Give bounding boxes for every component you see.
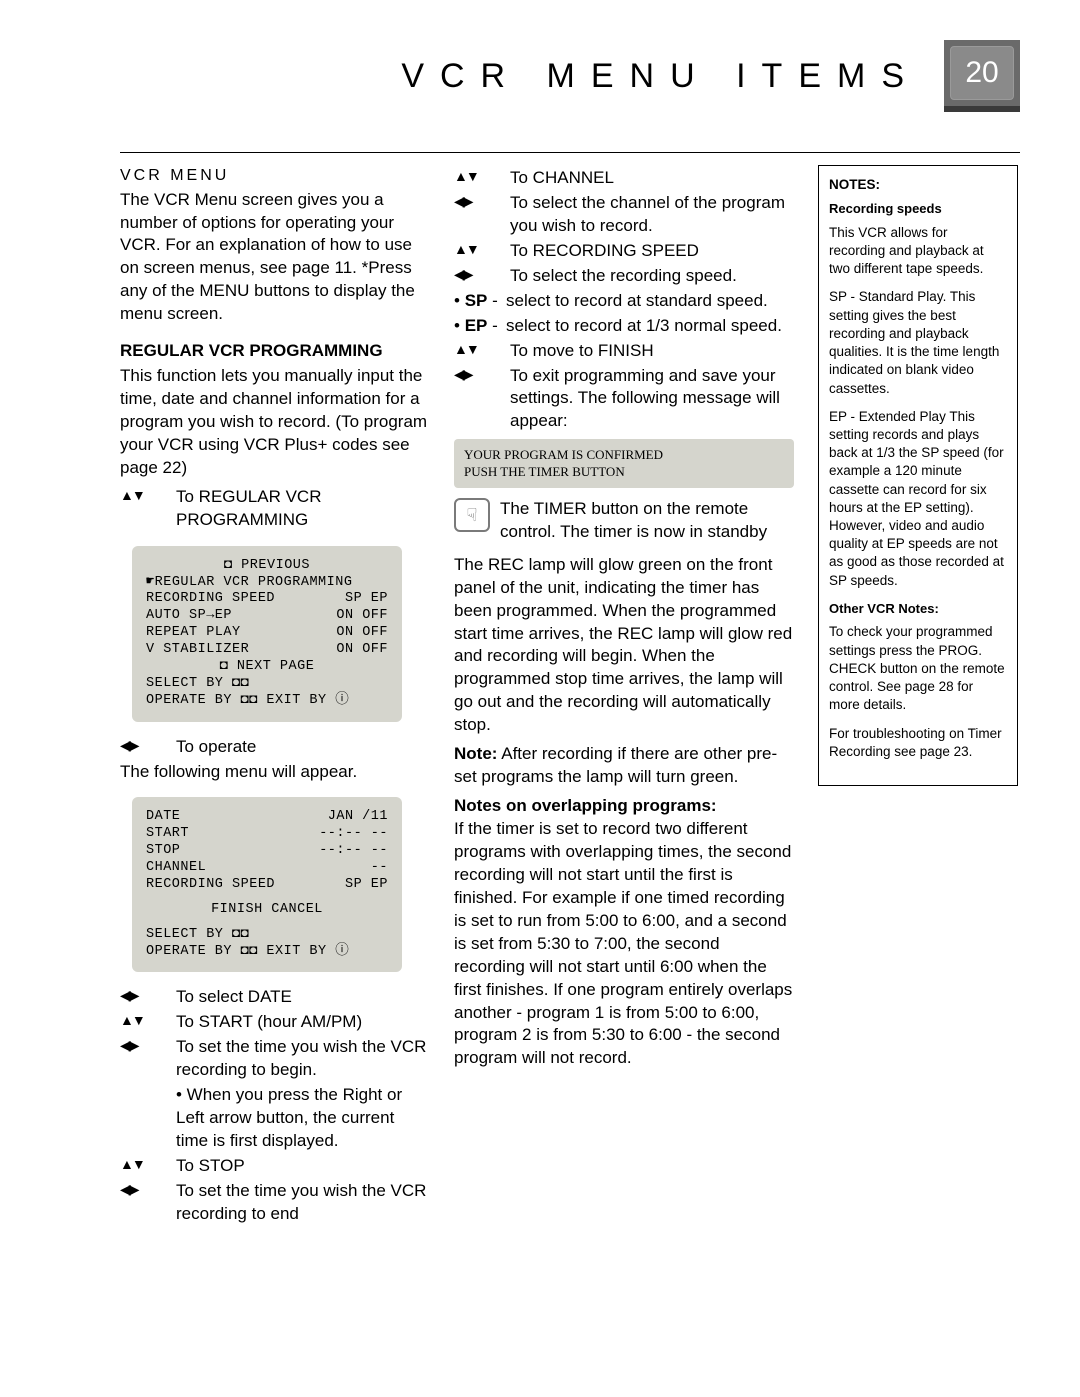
notes-title: NOTES: xyxy=(829,176,1007,194)
step: ◀▶To exit programming and save your sett… xyxy=(454,365,794,434)
osd-line: AUTO SP→EPON OFF xyxy=(146,608,388,625)
content-columns: VCR MENU The VCR Menu screen gives you a… xyxy=(120,165,1020,1228)
step: ▲▼To RECORDING SPEED xyxy=(454,240,794,263)
arrows-updown-icon: ▲▼ xyxy=(120,486,166,532)
osd-line: START--:-- -- xyxy=(146,826,388,843)
step-regular: ▲▼ To REGULAR VCR PROGRAMMING xyxy=(120,486,430,532)
step: ◀▶To select the channel of the program y… xyxy=(454,192,794,238)
arrows-updown-icon: ▲▼ xyxy=(454,240,500,263)
osd-previous: ◘ PREVIOUS xyxy=(146,558,388,575)
arrows-leftright-icon: ◀▶ xyxy=(120,986,166,1009)
arrows-leftright-icon: ◀▶ xyxy=(454,192,500,238)
step: ◀▶To select the recording speed. xyxy=(454,265,794,288)
arrows-leftright-icon: ◀▶ xyxy=(454,265,500,288)
osd-screen-program: DATEJAN /11 START--:-- -- STOP--:-- -- C… xyxy=(132,797,402,972)
step-text: To operate xyxy=(176,736,430,759)
middle-column: ▲▼To CHANNEL ◀▶To select the channel of … xyxy=(454,165,794,1228)
osd-next: ◘ NEXT PAGE xyxy=(146,659,388,676)
step: ◀▶To set the time you wish the VCR recor… xyxy=(120,1036,430,1082)
step-ep: • EP -select to record at 1/3 normal spe… xyxy=(454,315,794,338)
osd-operate: OPERATE BY ◘◘ EXIT BY ⓘ xyxy=(146,693,388,710)
arrows-leftright-icon: ◀▶ xyxy=(120,1036,166,1082)
timer-callout: ☟ The TIMER button on the remote control… xyxy=(454,498,794,544)
osd-line: STOP--:-- -- xyxy=(146,843,388,860)
step-text: To REGULAR VCR PROGRAMMING xyxy=(176,486,430,532)
notes-para: This VCR allows for recording and playba… xyxy=(829,224,1007,279)
para-rec-lamp: The REC lamp will glow green on the fron… xyxy=(454,554,794,738)
step-sub: • When you press the Right or Left arrow… xyxy=(120,1084,430,1153)
right-column: NOTES: Recording speeds This VCR allows … xyxy=(818,165,1018,1228)
confirm-line1: YOUR PROGRAM IS CONFIRMED xyxy=(464,447,784,463)
para-overlap: If the timer is set to record two differ… xyxy=(454,818,794,1070)
page-number: 20 xyxy=(965,56,998,90)
osd-line: RECORDING SPEEDSP EP xyxy=(146,877,388,894)
osd-line: REPEAT PLAYON OFF xyxy=(146,625,388,642)
arrows-leftright-icon: ◀▶ xyxy=(120,1180,166,1226)
para-regular: This function lets you manually input th… xyxy=(120,365,430,480)
osd-line: V STABILIZERON OFF xyxy=(146,642,388,659)
page-number-badge: 20 xyxy=(944,40,1020,112)
timer-text: The TIMER button on the remote control. … xyxy=(500,498,794,544)
osd-operate: OPERATE BY ◘◘ EXIT BY ⓘ xyxy=(146,944,388,961)
header: VCR MENU ITEMS 20 xyxy=(120,40,1020,112)
para-note: Note: After recording if there are other… xyxy=(454,743,794,789)
para-vcr-menu: The VCR Menu screen gives you a number o… xyxy=(120,189,430,327)
arrows-updown-icon: ▲▼ xyxy=(120,1011,166,1034)
step: ▲▼To START (hour AM/PM) xyxy=(120,1011,430,1034)
osd-finish: FINISH CANCEL xyxy=(146,902,388,919)
left-column: VCR MENU The VCR Menu screen gives you a… xyxy=(120,165,430,1228)
osd-select: SELECT BY ◘◘ xyxy=(146,676,388,693)
step-sp: • SP -select to record at standard speed… xyxy=(454,290,794,313)
heading-vcr-menu: VCR MENU xyxy=(120,165,430,187)
divider xyxy=(120,152,1020,153)
heading-overlap: Notes on overlapping programs: xyxy=(454,795,794,818)
notes-para: To check your programmed settings press … xyxy=(829,623,1007,714)
arrows-updown-icon: ▲▼ xyxy=(120,1155,166,1178)
step: ◀▶To set the time you wish the VCR recor… xyxy=(120,1180,430,1226)
step: ▲▼To STOP xyxy=(120,1155,430,1178)
step: ▲▼To CHANNEL xyxy=(454,167,794,190)
notes-para: For troubleshooting on Timer Recording s… xyxy=(829,725,1007,761)
confirm-line2: PUSH THE TIMER BUTTON xyxy=(464,464,784,480)
step-operate: ◀▶ To operate xyxy=(120,736,430,759)
notes-sub-other: Other VCR Notes: xyxy=(829,600,1007,618)
page-title: VCR MENU ITEMS xyxy=(401,57,920,96)
step: ▲▼To move to FINISH xyxy=(454,340,794,363)
osd-line: CHANNEL-- xyxy=(146,860,388,877)
arrows-updown-icon: ▲▼ xyxy=(454,340,500,363)
heading-regular-programming: REGULAR VCR PROGRAMMING xyxy=(120,340,430,363)
osd-line: ☛REGULAR VCR PROGRAMMING xyxy=(146,575,388,592)
timer-hand-icon: ☟ xyxy=(454,498,490,532)
osd-select: SELECT BY ◘◘ xyxy=(146,927,388,944)
notes-sub-recording-speeds: Recording speeds xyxy=(829,200,1007,218)
arrows-leftright-icon: ◀▶ xyxy=(454,365,500,434)
osd-screen-main: ◘ PREVIOUS ☛REGULAR VCR PROGRAMMING RECO… xyxy=(132,546,402,722)
notes-sidebar: NOTES: Recording speeds This VCR allows … xyxy=(818,165,1018,786)
osd-line: DATEJAN /11 xyxy=(146,809,388,826)
para-following: The following menu will appear. xyxy=(120,761,430,784)
arrows-leftright-icon: ◀▶ xyxy=(120,736,166,759)
notes-para: EP - Extended Play This setting records … xyxy=(829,408,1007,590)
osd-line: RECORDING SPEEDSP EP xyxy=(146,591,388,608)
step: ◀▶To select DATE xyxy=(120,986,430,1009)
confirm-message-box: YOUR PROGRAM IS CONFIRMED PUSH THE TIMER… xyxy=(454,439,794,488)
arrows-updown-icon: ▲▼ xyxy=(454,167,500,190)
notes-para: SP - Standard Play. This setting gives t… xyxy=(829,288,1007,397)
